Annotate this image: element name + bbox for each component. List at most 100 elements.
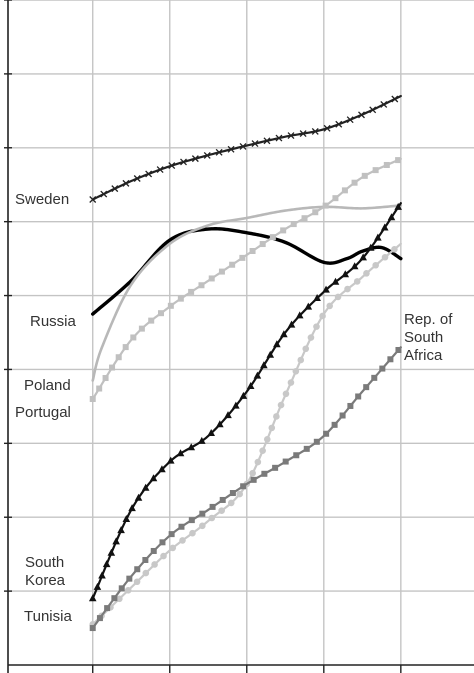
point-sweden (122, 179, 130, 187)
point-sweden (323, 124, 331, 132)
point-sweden (391, 95, 399, 103)
point-portugal (102, 375, 109, 382)
point-rep-of-south-africa (209, 503, 216, 510)
point-tunisia (297, 356, 305, 364)
point-south-korea (93, 582, 102, 590)
point-sweden (215, 148, 223, 156)
point-portugal (372, 167, 379, 174)
point-rep-of-south-africa (261, 470, 268, 477)
point-tunisia (263, 436, 271, 443)
point-portugal (158, 310, 165, 317)
point-tunisia (259, 447, 266, 455)
point-portugal (249, 247, 256, 254)
point-portugal (395, 157, 402, 164)
point-south-korea (260, 361, 268, 369)
series-label-line: Korea (25, 572, 66, 589)
series-label-south-korea: South Korea (25, 554, 66, 589)
series-south-korea (88, 202, 402, 602)
point-rep-of-south-africa (387, 356, 394, 363)
point-rep-of-south-africa (313, 438, 320, 445)
point-rep-of-south-africa (126, 575, 133, 582)
point-tunisia (319, 312, 326, 320)
point-portugal (290, 221, 297, 228)
point-rep-of-south-africa (142, 556, 149, 563)
point-south-korea (239, 391, 248, 399)
point-south-korea (280, 330, 288, 338)
point-sweden (203, 151, 211, 159)
point-sweden (311, 127, 319, 135)
point-sweden (346, 116, 354, 124)
series-portugal (89, 157, 402, 402)
point-rep-of-south-africa (323, 430, 330, 437)
point-south-korea (394, 202, 402, 210)
point-sweden (133, 175, 141, 182)
point-sweden (89, 196, 97, 203)
point-sweden (358, 111, 365, 119)
point-south-korea (232, 401, 240, 409)
point-tunisia (268, 424, 276, 432)
point-tunisia (292, 367, 300, 375)
point-rep-of-south-africa (134, 566, 141, 573)
point-portugal (115, 354, 122, 361)
point-south-korea (246, 381, 255, 389)
series-sweden (89, 94, 402, 203)
point-sweden (111, 185, 119, 193)
point-tunisia (363, 270, 370, 277)
point-rep-of-south-africa (159, 539, 166, 546)
series-layer (88, 94, 403, 632)
point-sweden (239, 143, 247, 150)
point-tunisia (208, 514, 216, 522)
point-south-korea (366, 243, 375, 251)
series-label-line: Sweden (15, 191, 69, 208)
point-south-korea (117, 526, 125, 534)
point-south-korea (266, 350, 275, 358)
series-label-rep-of-south-africa: Rep. of South Africa (404, 311, 453, 364)
point-rep-of-south-africa (371, 374, 378, 381)
point-portugal (351, 179, 358, 186)
point-south-korea (331, 277, 340, 285)
point-tunisia (189, 529, 196, 537)
point-south-korea (187, 443, 196, 451)
series-label-sweden: Sweden (15, 191, 69, 208)
point-tunisia (169, 544, 177, 552)
point-tunisia (236, 490, 243, 498)
point-rep-of-south-africa (282, 458, 289, 465)
series-label-line: South (404, 329, 443, 346)
point-south-korea (128, 504, 136, 512)
point-portugal (322, 202, 329, 209)
point-tunisia (381, 253, 389, 261)
point-portugal (383, 161, 390, 168)
point-south-korea (304, 302, 313, 310)
point-south-korea (88, 594, 97, 602)
point-south-korea (141, 483, 150, 491)
point-sweden (180, 158, 187, 166)
point-portugal (148, 317, 155, 324)
series-label-russia: Russia (30, 313, 77, 330)
point-tunisia (277, 401, 285, 409)
point-south-korea (341, 270, 350, 278)
point-tunisia (116, 595, 123, 603)
point-rep-of-south-africa (379, 365, 386, 372)
series-label-line: Russia (30, 313, 77, 330)
point-sweden (156, 166, 164, 174)
point-sweden (251, 140, 259, 148)
point-portugal (188, 288, 195, 295)
point-rep-of-south-africa (89, 625, 96, 632)
point-tunisia (302, 345, 310, 353)
point-tunisia (249, 469, 256, 477)
point-portugal (218, 268, 225, 275)
point-tunisia (124, 587, 132, 594)
point-tunisia (326, 302, 333, 310)
point-portugal (239, 254, 246, 261)
series-label-line: Poland (24, 377, 71, 394)
point-south-korea (374, 233, 382, 241)
point-south-korea (313, 294, 321, 302)
point-south-korea (359, 253, 367, 261)
point-south-korea (273, 340, 281, 348)
point-sweden (369, 106, 377, 114)
point-portugal (341, 187, 348, 194)
point-tunisia (287, 379, 295, 386)
point-south-korea (207, 429, 216, 437)
